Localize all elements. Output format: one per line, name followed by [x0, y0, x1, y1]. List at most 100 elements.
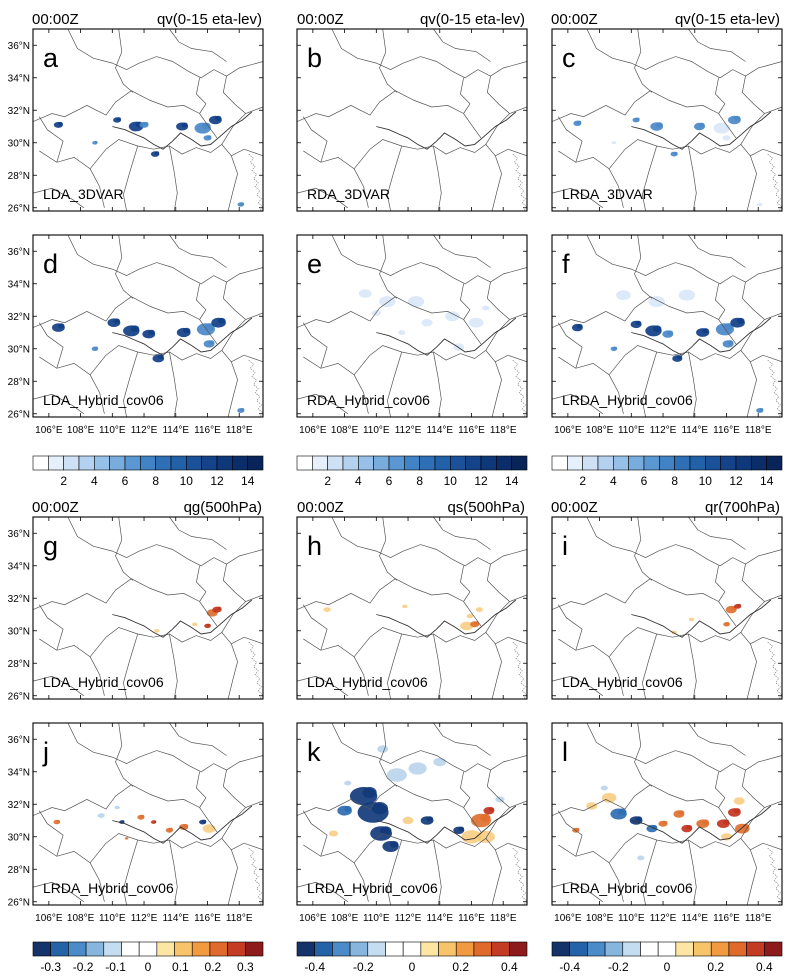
- field-cell: [94, 346, 98, 350]
- colorbar-swatch: [689, 455, 706, 471]
- field-cell: [426, 816, 434, 822]
- province-boundary: [331, 723, 527, 773]
- field-cell: [323, 607, 331, 612]
- province-boundary: [491, 643, 502, 699]
- field-cell: [140, 814, 145, 818]
- colorbar-swatch: [509, 941, 528, 957]
- province-boundary: [586, 235, 782, 285]
- lon-label: 114°E: [426, 425, 453, 436]
- colorbar-swatch: [63, 455, 80, 471]
- colorbar-swatch: [450, 455, 466, 471]
- panel-frame: [32, 516, 264, 700]
- panel-letter: e: [307, 249, 322, 279]
- colorbar-label: 14: [241, 474, 255, 488]
- colorbar-label: 0.2: [707, 960, 724, 974]
- lat-label: 26°N: [8, 203, 30, 214]
- lon-label: 110°E: [618, 913, 645, 924]
- province-boundary: [196, 565, 207, 602]
- colorbar-label: 0.1: [172, 960, 189, 974]
- lon-label: 106°E: [299, 913, 327, 924]
- panel-background: [552, 235, 782, 417]
- map-content: [33, 235, 263, 417]
- colorbar-swatch: [720, 455, 737, 471]
- lat-label: 34°N: [8, 279, 30, 290]
- lon-label: 108°E: [331, 913, 359, 924]
- panel-frame: [296, 516, 528, 700]
- map-panel-h: h LDA_Hybrid_cov06: [296, 516, 528, 700]
- province-boundary: [433, 633, 442, 699]
- colorbar-label: 6: [641, 474, 648, 488]
- province-boundary: [227, 155, 238, 211]
- colorbar-label: 2: [60, 474, 67, 488]
- province-boundary: [558, 322, 583, 369]
- colorbar-swatch: [455, 941, 475, 957]
- province-boundary: [433, 351, 442, 417]
- field-cell: [402, 604, 408, 609]
- time-label: 00:00Z: [32, 11, 79, 28]
- province-boundary: [552, 187, 604, 209]
- province-boundary: [196, 77, 207, 114]
- field-cell: [344, 805, 352, 812]
- time-label: 00:00Z: [297, 11, 344, 28]
- colorbar-label: 4: [355, 474, 362, 488]
- lon-label: 108°E: [67, 425, 95, 436]
- colorbar-swatch: [764, 941, 783, 957]
- province-boundary: [39, 345, 263, 376]
- province-boundary: [221, 106, 263, 145]
- colorbar-swatch: [201, 455, 218, 471]
- province-boundary: [642, 633, 658, 699]
- province-boundary: [460, 771, 471, 808]
- field-cell: [153, 820, 157, 823]
- colorbar-swatch: [342, 455, 359, 471]
- lon-label: 110°E: [363, 913, 390, 924]
- field-cell: [328, 830, 339, 837]
- province-boundary: [33, 881, 85, 903]
- experiment-label: LDA_Hybrid_cov06: [43, 674, 164, 690]
- colorbar-swatch: [50, 941, 69, 957]
- colorbar-swatch: [245, 941, 264, 957]
- field-cell: [240, 202, 244, 205]
- field-cell: [377, 745, 389, 753]
- lon-label: 106°E: [554, 425, 582, 436]
- province-boundary: [39, 833, 263, 864]
- lon-label: 112°E: [650, 913, 677, 924]
- river-line: [376, 317, 517, 356]
- lon-label: 114°E: [162, 913, 189, 924]
- field-cell: [192, 622, 198, 627]
- coastline: [512, 359, 527, 417]
- province-boundary: [746, 155, 757, 211]
- province-boundary: [741, 76, 765, 114]
- field-cell: [733, 797, 745, 805]
- province-boundary: [642, 145, 658, 211]
- panel-frame: [32, 28, 264, 212]
- lat-label: 30°N: [8, 344, 30, 355]
- colorbar-swatch: [746, 941, 765, 957]
- lat-label: 34°N: [8, 73, 30, 84]
- field-cell: [617, 808, 627, 816]
- province-boundary: [634, 29, 653, 93]
- lat-label: 32°N: [8, 106, 30, 117]
- colorbar-swatch: [419, 455, 436, 471]
- field-cell: [183, 824, 189, 828]
- province-boundary: [740, 106, 782, 145]
- province-boundary: [353, 862, 369, 902]
- colorbar-swatch: [643, 455, 660, 471]
- colorbar-swatch: [693, 941, 712, 957]
- field-cell: [688, 617, 695, 622]
- panel-background: [297, 235, 527, 417]
- field-cell: [460, 621, 474, 631]
- province-boundary: [460, 77, 471, 114]
- field-cell: [458, 826, 465, 831]
- province-boundary: [688, 723, 746, 756]
- province-boundary: [353, 168, 369, 208]
- province-boundary: [227, 361, 238, 417]
- variable-label: qv(0-15 eta-lev): [675, 11, 780, 28]
- field-cell: [635, 117, 640, 121]
- province-boundary: [331, 29, 527, 79]
- province-boundary: [634, 517, 653, 581]
- map-panels: 36°N 34°N 32°N 30°N 28°N 26°N a LDA_3DVAR b RDA_3…: [8, 28, 783, 924]
- province-boundary: [353, 374, 369, 414]
- field-cell: [671, 630, 677, 635]
- colorbar-label: 0.2: [452, 960, 469, 974]
- province-boundary: [715, 565, 726, 602]
